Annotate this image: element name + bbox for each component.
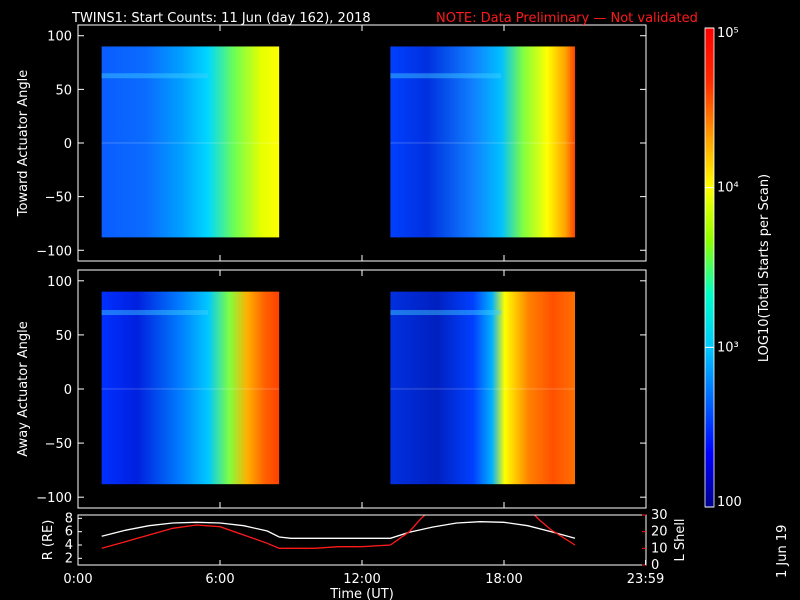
zero-angle-band — [390, 141, 575, 144]
side-date: 1 Jun 19 — [775, 525, 790, 578]
y-tick-label: 2 — [65, 551, 73, 566]
y-axis-label: Toward Actuator Angle — [16, 70, 31, 217]
series-r — [101, 521, 576, 539]
x-tick-label: 12:00 — [343, 572, 380, 587]
y-tick-label: 0 — [64, 137, 72, 152]
angle-streak — [390, 310, 502, 316]
y-axis-label: Away Actuator Angle — [16, 321, 31, 456]
y-tick-label: 8 — [65, 511, 73, 526]
colorbar-tick-label: 10⁴ — [717, 181, 739, 196]
colorbar — [704, 27, 715, 508]
angle-streak — [390, 73, 502, 79]
y-tick-label-right: 20 — [651, 525, 668, 540]
panel-frame — [77, 514, 647, 566]
colorbar-label: LOG10(Total Starts per Scan) — [757, 174, 772, 362]
heatmap-block-2 — [390, 291, 575, 485]
x-tick-label: 18:00 — [485, 572, 522, 587]
y-tick-label: 50 — [55, 83, 72, 98]
zero-angle-band — [101, 141, 280, 144]
y-tick-label: 100 — [47, 30, 72, 45]
x-tick-label: 23:59 — [627, 572, 664, 587]
x-tick-label: 6:00 — [205, 572, 234, 587]
y-tick-label: −100 — [36, 491, 72, 506]
y-tick-label: 4 — [65, 538, 73, 553]
y-tick-label: −50 — [45, 191, 72, 206]
y-tick-label: −100 — [36, 244, 72, 259]
y-tick-label-right: 0 — [651, 558, 659, 573]
y-tick-label: 50 — [55, 329, 72, 344]
heatmap-block-1 — [101, 291, 280, 485]
colorbar-tick-label: 10⁵ — [717, 26, 739, 41]
y-tick-label: 6 — [65, 525, 73, 540]
heatmap-block-2 — [390, 46, 575, 238]
y-tick-label: 0 — [64, 383, 72, 398]
x-tick-label: 0:00 — [63, 572, 92, 587]
x-axis-label: Time (UT) — [329, 587, 394, 600]
y-tick-label-right: 10 — [651, 541, 668, 556]
colorbar-tick-label: 100 — [717, 495, 742, 510]
preliminary-note: NOTE: Data Preliminary — Not validated — [436, 11, 698, 26]
colorbar-tick-label: 10³ — [717, 340, 739, 355]
zero-angle-band — [390, 387, 575, 390]
y-tick-label: −50 — [45, 437, 72, 452]
zero-angle-band — [101, 387, 280, 390]
y-tick-label: 100 — [47, 275, 72, 290]
angle-streak — [101, 310, 209, 316]
heatmap-block-1 — [101, 46, 280, 238]
series-l-shell — [101, 515, 576, 549]
chart-title: TWINS1: Start Counts: 11 Jun (day 162), … — [71, 11, 371, 26]
angle-streak — [101, 73, 209, 79]
y-axis-label-right: L Shell — [673, 518, 688, 561]
y-tick-label-right: 30 — [651, 508, 668, 523]
y-axis-label: R (RE) — [41, 520, 56, 561]
